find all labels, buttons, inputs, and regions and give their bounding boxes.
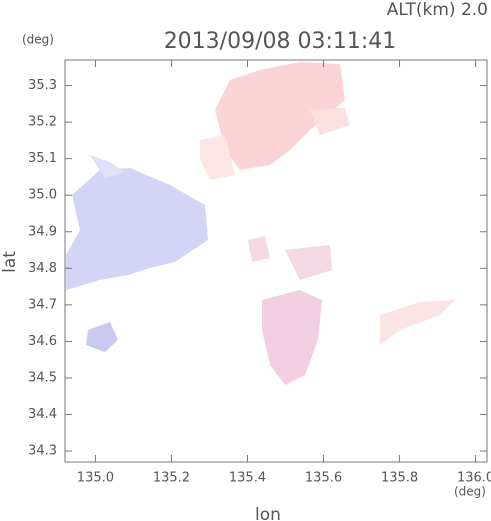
chart-title: 2013/09/08 03:11:41 [164, 29, 397, 54]
echo-region [248, 236, 270, 262]
y-tick-label: 34.6 [28, 334, 57, 349]
x-tick-label: 135.2 [153, 471, 190, 486]
echo-region [200, 135, 235, 180]
altitude-label: ALT(km) 2.0 [387, 0, 488, 20]
y-tick-label: 34.3 [28, 444, 57, 459]
y-tick-label: 35.2 [28, 115, 57, 130]
echo-regions [66, 62, 455, 385]
y-tick-label: 34.8 [28, 261, 57, 276]
y-tick-label: 34.5 [28, 370, 57, 385]
y-tick-label: 35.0 [28, 188, 57, 203]
y-unit: (deg) [22, 33, 54, 47]
x-axis-label: lon [255, 505, 281, 521]
x-unit: (deg) [454, 485, 486, 499]
y-axis-label: lat [0, 251, 20, 273]
plot-frame [64, 59, 488, 463]
echo-region [380, 300, 455, 345]
echo-region [215, 62, 345, 170]
y-tick-label: 34.9 [28, 224, 57, 239]
echo-region [262, 290, 322, 385]
y-tick-label: 34.7 [28, 297, 57, 312]
x-tick-label: 135.4 [229, 471, 266, 486]
y-tick-label: 35.3 [28, 78, 57, 93]
echo-region [90, 155, 125, 178]
y-tick-label: 35.1 [28, 151, 57, 166]
echo-region [86, 322, 118, 352]
echo-region [310, 108, 350, 135]
x-tick-label: 136.0 [457, 471, 491, 486]
echo-region [66, 168, 208, 290]
x-tick-label: 135.6 [305, 471, 342, 486]
x-tick-label: 135.8 [381, 471, 418, 486]
y-tick-label: 34.4 [28, 407, 57, 422]
x-tick-label: 135.0 [77, 471, 114, 486]
echo-region [285, 245, 332, 280]
